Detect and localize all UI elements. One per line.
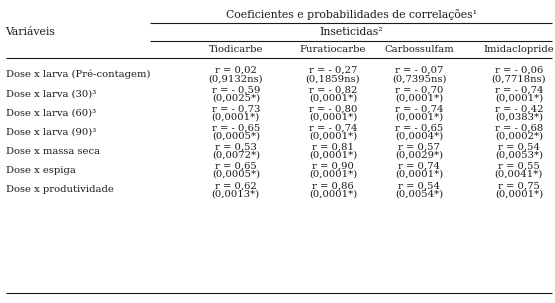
Text: r = - 0,27: r = - 0,27 <box>309 66 357 75</box>
Text: (0,0383*): (0,0383*) <box>495 113 543 122</box>
Text: (0,0001*): (0,0001*) <box>395 170 443 179</box>
Text: r = - 0,74: r = - 0,74 <box>495 85 543 95</box>
Text: (0,9132ns): (0,9132ns) <box>209 74 263 83</box>
Text: r = - 0,42: r = - 0,42 <box>495 105 543 114</box>
Text: r = 0,74: r = 0,74 <box>398 162 440 171</box>
Text: (0,0002*): (0,0002*) <box>495 132 543 141</box>
Text: (0,0001*): (0,0001*) <box>309 189 357 198</box>
Text: (0,0072*): (0,0072*) <box>212 151 260 160</box>
Text: r = - 0,74: r = - 0,74 <box>395 105 443 114</box>
Text: (0,0005*): (0,0005*) <box>212 170 260 179</box>
Text: Inseticidas²: Inseticidas² <box>319 27 383 37</box>
Text: r = 0,81: r = 0,81 <box>312 143 354 152</box>
Text: r = 0,54: r = 0,54 <box>398 181 440 190</box>
Text: (0,0029*): (0,0029*) <box>395 151 443 160</box>
Text: r = - 0,70: r = - 0,70 <box>395 85 443 95</box>
Text: r = 0,54: r = 0,54 <box>498 143 540 152</box>
Text: (0,0001*): (0,0001*) <box>309 94 357 103</box>
Text: (0,0001*): (0,0001*) <box>212 113 260 122</box>
Text: Carbossulfam: Carbossulfam <box>384 45 454 55</box>
Text: r = - 0,68: r = - 0,68 <box>495 124 543 133</box>
Text: Dose x larva (Pré-contagem): Dose x larva (Pré-contagem) <box>6 70 150 79</box>
Text: Dose x larva (30)³: Dose x larva (30)³ <box>6 90 96 98</box>
Text: Tiodicarbe: Tiodicarbe <box>209 45 263 55</box>
Text: r = 0,02: r = 0,02 <box>215 66 257 75</box>
Text: Variáveis: Variáveis <box>6 27 56 37</box>
Text: r = - 0,82: r = - 0,82 <box>309 85 357 95</box>
Text: Dose x espiga: Dose x espiga <box>6 166 75 175</box>
Text: (0,0041*): (0,0041*) <box>495 170 543 179</box>
Text: r = 0,75: r = 0,75 <box>498 181 540 190</box>
Text: r = 0,62: r = 0,62 <box>215 181 257 190</box>
Text: r = - 0,65: r = - 0,65 <box>395 124 443 133</box>
Text: (0,0001*): (0,0001*) <box>309 170 357 179</box>
Text: Dose x produtividade: Dose x produtividade <box>6 185 113 194</box>
Text: (0,0005*): (0,0005*) <box>212 132 260 141</box>
Text: (0,7395ns): (0,7395ns) <box>392 74 446 83</box>
Text: (0,0001*): (0,0001*) <box>495 94 543 103</box>
Text: (0,0054*): (0,0054*) <box>395 189 443 198</box>
Text: r = - 0,59: r = - 0,59 <box>211 85 260 95</box>
Text: r = 0,57: r = 0,57 <box>398 143 440 152</box>
Text: (0,0001*): (0,0001*) <box>309 113 357 122</box>
Text: r = - 0,06: r = - 0,06 <box>495 66 543 75</box>
Text: Furatiocarbe: Furatiocarbe <box>300 45 366 55</box>
Text: (0,0001*): (0,0001*) <box>395 113 443 122</box>
Text: r = - 0,65: r = - 0,65 <box>212 124 260 133</box>
Text: Dose x larva (60)³: Dose x larva (60)³ <box>6 109 95 118</box>
Text: Dose x massa seca: Dose x massa seca <box>6 147 100 156</box>
Text: (0,0001*): (0,0001*) <box>309 151 357 160</box>
Text: (0,0004*): (0,0004*) <box>395 132 443 141</box>
Text: r = - 0,73: r = - 0,73 <box>211 105 260 114</box>
Text: (0,0001*): (0,0001*) <box>395 94 443 103</box>
Text: (0,7718ns): (0,7718ns) <box>492 74 546 83</box>
Text: (0,0001*): (0,0001*) <box>309 132 357 141</box>
Text: Coeficientes e probabilidades de correlações¹: Coeficientes e probabilidades de correla… <box>225 9 477 20</box>
Text: r = 0,53: r = 0,53 <box>215 143 257 152</box>
Text: r = 0,65: r = 0,65 <box>215 162 257 171</box>
Text: r = - 0,74: r = - 0,74 <box>309 124 357 133</box>
Text: (0,1859ns): (0,1859ns) <box>306 74 360 83</box>
Text: r = 0,90: r = 0,90 <box>312 162 354 171</box>
Text: r = 0,55: r = 0,55 <box>498 162 540 171</box>
Text: r = 0,86: r = 0,86 <box>312 181 354 190</box>
Text: (0,0013*): (0,0013*) <box>212 189 260 198</box>
Text: r = - 0,07: r = - 0,07 <box>395 66 443 75</box>
Text: Imidaclopride: Imidaclopride <box>483 45 554 55</box>
Text: (0,0001*): (0,0001*) <box>495 189 543 198</box>
Text: (0,0025*): (0,0025*) <box>212 94 260 103</box>
Text: Dose x larva (90)³: Dose x larva (90)³ <box>6 128 96 137</box>
Text: r = - 0,80: r = - 0,80 <box>309 105 357 114</box>
Text: (0,0053*): (0,0053*) <box>495 151 543 160</box>
